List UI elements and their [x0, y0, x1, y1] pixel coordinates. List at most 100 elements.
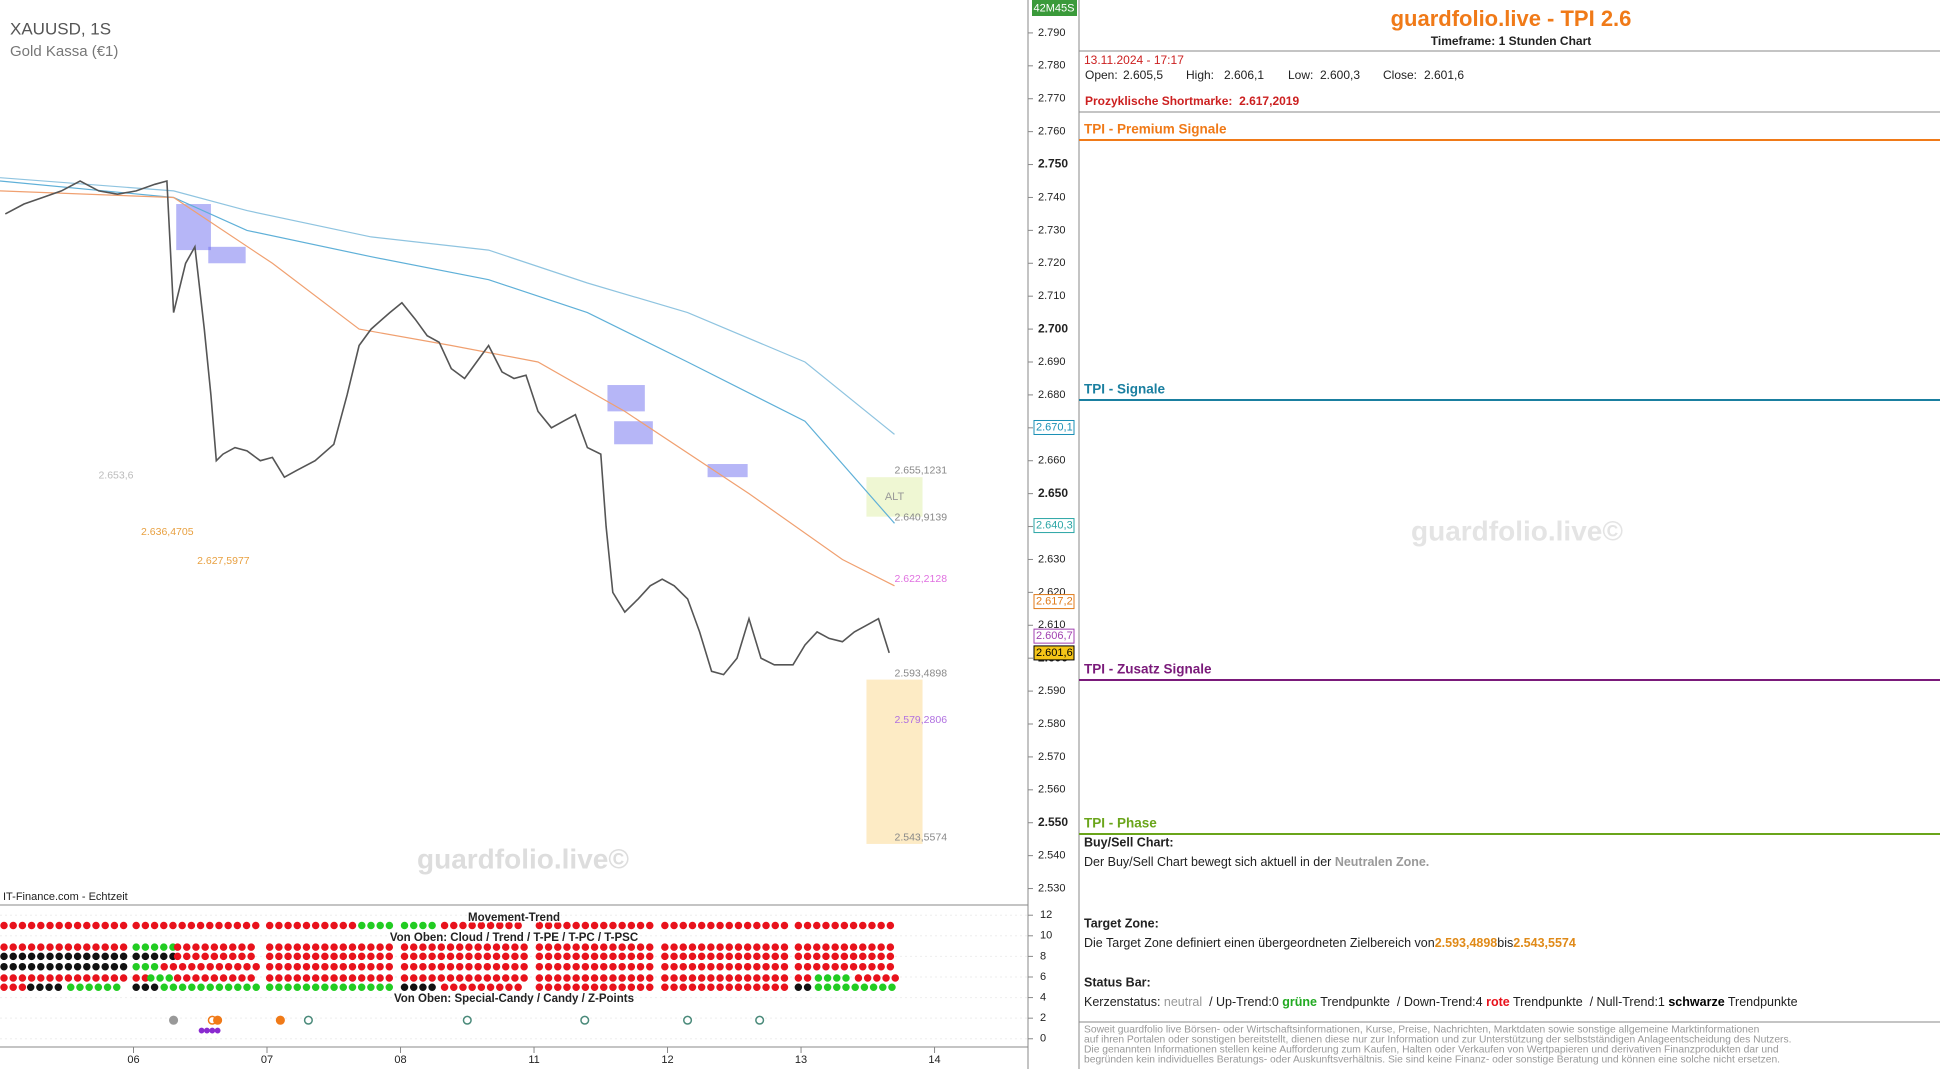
timer: 42M45S — [1034, 2, 1075, 14]
status-part: schwarze — [1668, 995, 1724, 1009]
price-tag-label: 2.617,2 — [1036, 595, 1073, 607]
disclaimer: auf ihren Portalen oder sonstigen bereit… — [1084, 1035, 1791, 1046]
y-tick-label: 2.790 — [1038, 27, 1066, 39]
x-tick-label: 08 — [394, 1054, 406, 1066]
section-label: TPI - Phase — [1084, 816, 1157, 831]
section-label: TPI - Premium Signale — [1084, 122, 1227, 137]
price-line — [0, 180, 895, 524]
y-tick-label: 2.720 — [1038, 257, 1066, 269]
z-point — [214, 1027, 221, 1034]
price-line — [0, 177, 895, 435]
disclaimer: Die genannten Informationen stellen kein… — [1084, 1045, 1779, 1056]
x-tick-label: 14 — [928, 1054, 940, 1066]
target-from: 2.593,4898 — [1435, 936, 1498, 950]
indicator-subtitle: Von Oben: Special-Candy / Candy / Z-Poin… — [394, 993, 634, 1005]
x-tick-label: 13 — [795, 1054, 807, 1066]
data-source: IT-Finance.com - Echtzeit — [3, 891, 128, 903]
y-tick-label: 2.780 — [1038, 60, 1066, 72]
z-point — [683, 1015, 693, 1025]
section-label: TPI - Zusatz Signale — [1084, 662, 1212, 677]
indicator-tick-label: 12 — [1040, 909, 1052, 921]
status-part: / Up-Trend:0 — [1202, 995, 1282, 1009]
z-point — [209, 1027, 216, 1034]
price-tag-label: 2.606,7 — [1036, 630, 1073, 642]
z-point — [198, 1027, 205, 1034]
short-value: 2.617,2019 — [1239, 94, 1299, 108]
x-tick-label: 12 — [661, 1054, 673, 1066]
status-part: neutral — [1164, 995, 1202, 1009]
y-tick-label: 2.770 — [1038, 93, 1066, 105]
y-tick-label: 2.700 — [1038, 321, 1068, 335]
zone — [607, 385, 645, 412]
z-point — [755, 1015, 765, 1025]
price-chart: ALT 2.655,1231 2.640,9139 2.622,2128 2.593,4… — [0, 177, 947, 844]
x-tick-label: 07 — [261, 1054, 273, 1066]
ohlc-label: High: — [1186, 68, 1214, 82]
indicator-tick-label: 8 — [1040, 950, 1046, 962]
price-line — [0, 190, 895, 587]
price-tag — [1033, 628, 1075, 644]
ohlc-value: 2.606,1 — [1224, 68, 1264, 82]
y-tick-label: 2.590 — [1038, 685, 1066, 697]
indicator-tick-label: 0 — [1040, 1033, 1046, 1045]
indicator-tick-label: 4 — [1040, 991, 1046, 1003]
buysell-text: Der Buy/Sell Chart bewegt sich aktuell i… — [1084, 855, 1429, 869]
zone — [614, 421, 653, 445]
y-tick-label: 2.650 — [1038, 486, 1068, 500]
z-point — [203, 1027, 210, 1034]
chart-title: XAUUSD, 1S — [10, 19, 111, 38]
x-tick-label: 06 — [127, 1054, 139, 1066]
target-to: 2.543,5574 — [1513, 936, 1576, 950]
status-line: Kerzenstatus: neutral / Up-Trend:0 grüne… — [1084, 995, 1798, 1009]
ohlc-label: Close: — [1383, 68, 1417, 82]
chart-subtitle: Gold Kassa (€1) — [10, 43, 118, 60]
buysell-zone: Neutralen Zone. — [1335, 855, 1429, 869]
annotation: ALT — [885, 491, 905, 503]
indicator-tick-label: 2 — [1040, 1012, 1046, 1024]
z-point — [213, 1015, 223, 1025]
y-tick-label: 2.750 — [1038, 157, 1068, 171]
zone — [208, 246, 246, 264]
level-label: 2.640,9139 — [894, 511, 947, 523]
level-label: 2.593,4898 — [894, 667, 947, 679]
x-tick-label: 11 — [528, 1054, 539, 1066]
y-tick-label: 2.690 — [1038, 356, 1066, 368]
status-part: rote — [1486, 995, 1510, 1009]
y-tick-label: 2.760 — [1038, 126, 1066, 138]
status-part: grüne — [1282, 995, 1317, 1009]
y-tick-label: 2.730 — [1038, 224, 1066, 236]
y-tick-label: 2.630 — [1038, 553, 1066, 565]
timeframe-label: Timeframe: — [1431, 34, 1495, 48]
z-point — [462, 1015, 472, 1025]
y-tick-label: 2.660 — [1038, 455, 1066, 467]
y-tick-label: 2.570 — [1038, 751, 1066, 763]
price-tag — [1033, 645, 1075, 661]
y-tick-label: 2.560 — [1038, 784, 1066, 796]
target-joiner: bis — [1497, 936, 1513, 950]
timer-badge — [1032, 0, 1077, 16]
target-zone — [866, 679, 923, 844]
status-part: Trendpunkte / Null-Trend:1 — [1510, 995, 1669, 1009]
short-label: Prozyklische Shortmarke: — [1085, 94, 1232, 108]
panel-watermark: guardfolio.live© — [1411, 515, 1623, 546]
ohlc-label: Low: — [1288, 68, 1313, 82]
short-mark: Prozyklische Shortmarke: 2.617,2019 — [1085, 94, 1299, 108]
level-label: 2.627,5977 — [197, 555, 250, 567]
z-point — [303, 1015, 313, 1025]
buysell-body: Der Buy/Sell Chart bewegt sich aktuell i… — [1084, 855, 1335, 869]
level-label: 2.655,1231 — [894, 465, 947, 477]
status-part: Trendpunkte — [1725, 995, 1798, 1009]
datetime: 13.11.2024 - 17:17 — [1084, 53, 1184, 67]
zone — [866, 477, 923, 517]
price-tag — [1033, 594, 1075, 610]
price-tag — [1033, 419, 1075, 435]
timeframe-value: 1 Stunden Chart — [1499, 34, 1592, 48]
status-heading: Status Bar: — [1084, 975, 1151, 989]
status-part: Trendpunkte / Down-Trend:4 — [1317, 995, 1486, 1009]
y-tick-label: 2.540 — [1038, 850, 1066, 862]
y-tick-label: 2.580 — [1038, 718, 1066, 730]
y-tick-label: 2.550 — [1038, 815, 1068, 829]
